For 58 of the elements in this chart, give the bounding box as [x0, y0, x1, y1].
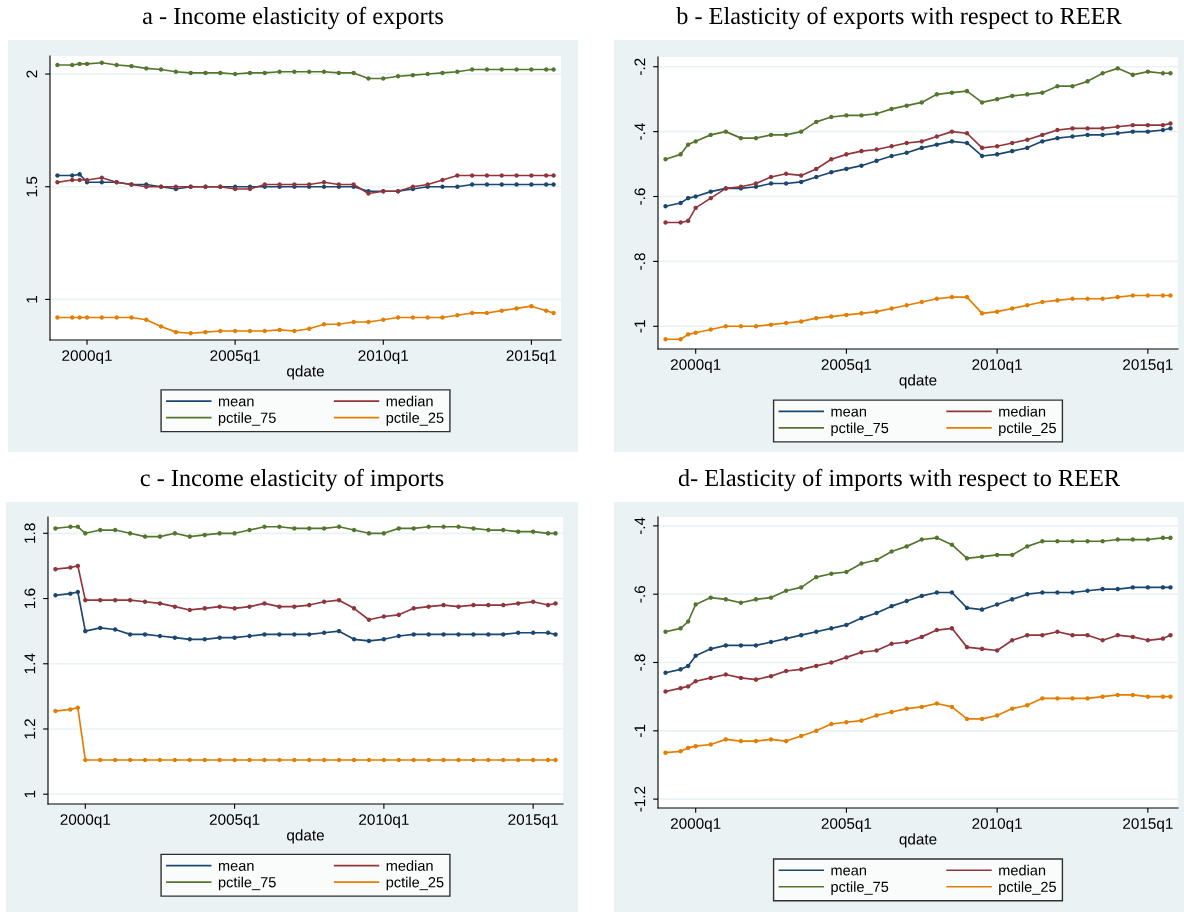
- legend-label: median: [386, 860, 433, 871]
- legend-label: median: [386, 395, 433, 407]
- x-axis-title: qdate: [287, 829, 324, 844]
- y-tick-label: -.4: [634, 517, 646, 535]
- y-tick-label: -.6: [634, 585, 646, 603]
- y-tick-label: 1.5: [26, 176, 38, 197]
- y-tick-label: -1: [634, 724, 646, 737]
- y-tick-label: 1: [24, 790, 36, 798]
- legend-label: pctile_75: [831, 422, 889, 437]
- y-tick-label: 1.4: [24, 653, 36, 674]
- y-tick-label: 1.8: [24, 523, 36, 543]
- legend-label: pctile_75: [831, 881, 889, 895]
- legend-label: median: [999, 864, 1046, 876]
- legend-label: mean: [218, 398, 254, 407]
- x-tick-label: 2000q1: [670, 818, 721, 832]
- legend-label: median: [999, 405, 1046, 417]
- y-tick-label: 2: [26, 70, 38, 78]
- x-tick-label: 2005q1: [210, 350, 260, 364]
- legend-label: pctile_25: [386, 412, 444, 426]
- x-tick-label: 2010q1: [972, 818, 1022, 832]
- x-tick-label: 2010q1: [358, 350, 409, 364]
- x-tick-label: 2015q1: [508, 814, 558, 828]
- chart-title: d- Elasticity of imports with respect to REER: [678, 468, 1121, 492]
- x-tick-label: 2000q1: [670, 359, 721, 373]
- y-tick-label: 1.6: [24, 588, 36, 608]
- x-tick-label: 2015q1: [1123, 818, 1173, 832]
- legend-label: pctile_25: [999, 881, 1056, 895]
- y-tick-label: 1.2: [24, 719, 36, 739]
- x-axis-title: qdate: [287, 365, 324, 380]
- y-tick-label: -1.2: [634, 786, 646, 812]
- chart-title: c - Income elasticity of imports: [140, 468, 444, 492]
- legend-label: mean: [831, 867, 866, 876]
- chart-title: a - Income elasticity of exports: [143, 6, 443, 30]
- x-tick-label: 2005q1: [821, 359, 872, 373]
- x-axis-title: qdate: [899, 833, 937, 848]
- legend-label: mean: [218, 862, 254, 871]
- legend-label: pctile_75: [218, 412, 276, 426]
- y-tick-label: -.4: [634, 123, 646, 140]
- chart-title: b - Elasticity of exports with respect to REER: [676, 6, 1122, 30]
- y-tick-label: -.2: [634, 58, 646, 75]
- y-tick-label: -1: [634, 320, 646, 333]
- legend-label: pctile_25: [999, 422, 1056, 437]
- x-tick-label: 2005q1: [821, 818, 872, 832]
- y-tick-label: 1: [26, 295, 38, 303]
- y-tick-label: -.8: [634, 654, 646, 671]
- y-tick-label: -.8: [634, 253, 646, 270]
- legend-label: pctile_25: [386, 876, 444, 891]
- x-axis-title: qdate: [899, 374, 937, 389]
- x-tick-label: 2010q1: [359, 814, 409, 828]
- legend-label: pctile_75: [218, 876, 276, 891]
- y-tick-label: -.6: [634, 188, 646, 205]
- x-tick-label: 2005q1: [209, 814, 260, 828]
- x-tick-label: 2015q1: [506, 350, 557, 364]
- x-tick-label: 2000q1: [62, 350, 112, 364]
- x-tick-label: 2000q1: [60, 814, 111, 828]
- x-tick-label: 2015q1: [1123, 359, 1173, 373]
- legend-label: mean: [831, 408, 866, 417]
- x-tick-label: 2010q1: [972, 359, 1022, 373]
